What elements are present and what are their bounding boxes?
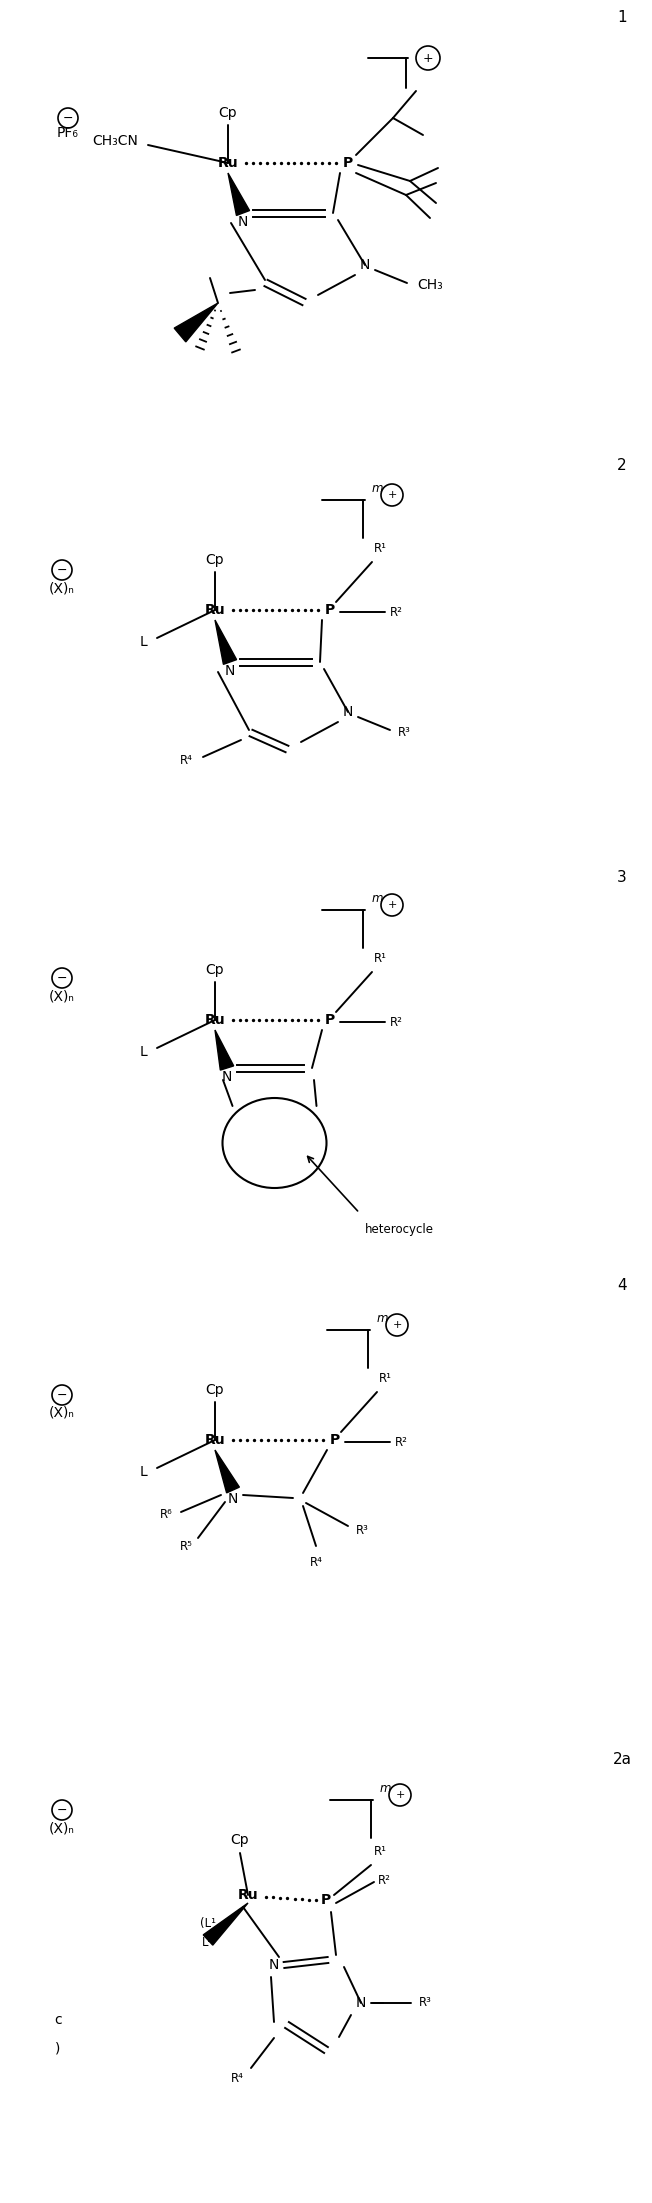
Text: N: N [222,1071,232,1084]
Text: R¹: R¹ [379,1372,392,1386]
Text: R³: R³ [398,725,411,738]
Text: R⁵: R⁵ [180,1540,193,1553]
Text: R⁴: R⁴ [310,1555,323,1569]
Text: −: − [57,1388,67,1401]
Text: +: + [387,901,396,910]
Text: Ru: Ru [205,1432,226,1447]
Text: heterocycle: heterocycle [364,1223,434,1236]
Text: R²: R² [390,606,403,619]
Text: L: L [140,1044,147,1060]
Text: −: − [57,972,67,985]
Text: R¹: R¹ [374,952,387,965]
Text: Ru: Ru [205,1013,226,1027]
Polygon shape [215,1450,239,1494]
Text: N: N [360,258,370,271]
Text: L²: L² [201,1936,213,1950]
Text: R³: R³ [356,1524,369,1535]
Text: P: P [343,156,353,170]
Text: R⁶: R⁶ [160,1509,173,1522]
Text: −: − [57,1804,67,1817]
Text: m: m [372,482,383,496]
Text: (X)ₙ: (X)ₙ [49,582,75,595]
Text: N: N [356,1996,366,2009]
Polygon shape [215,1031,233,1071]
Text: L: L [140,1465,147,1478]
Text: PF₆: PF₆ [57,126,79,141]
Text: 4: 4 [617,1278,627,1293]
Text: N: N [238,216,248,229]
Text: +: + [422,51,434,64]
Text: 2: 2 [617,458,627,471]
Text: Cp: Cp [205,1383,224,1397]
Text: (X)ₙ: (X)ₙ [49,989,75,1002]
Text: R²: R² [390,1016,403,1029]
Text: (X)ₙ: (X)ₙ [49,1822,75,1835]
Text: +: + [395,1791,405,1800]
Text: P: P [321,1892,331,1908]
Text: Cp: Cp [231,1833,249,1846]
Polygon shape [228,174,250,216]
Text: R²: R² [395,1436,408,1450]
Text: Ru: Ru [205,604,226,617]
Text: R⁴: R⁴ [180,753,193,767]
Text: (X)ₙ: (X)ₙ [49,1406,75,1421]
Text: m: m [380,1782,391,1795]
Text: Ru: Ru [218,156,239,170]
Text: P: P [330,1432,340,1447]
Text: m: m [377,1313,389,1324]
Text: R²: R² [378,1873,391,1886]
Text: CH₃: CH₃ [417,278,443,293]
Text: Cp: Cp [205,553,224,566]
Text: m: m [372,892,383,905]
Text: +: + [393,1320,402,1331]
Text: ): ) [55,2040,61,2055]
Text: Cp: Cp [205,963,224,976]
Text: Ru: Ru [238,1888,258,1901]
Text: N: N [343,705,353,718]
Text: N: N [269,1958,279,1972]
Text: 3: 3 [617,870,627,886]
Text: R¹: R¹ [374,542,387,555]
Polygon shape [203,1903,248,1945]
Text: 2a: 2a [612,1754,632,1767]
Text: R³: R³ [419,1996,432,2009]
Text: P: P [325,604,335,617]
Text: c: c [54,2014,62,2027]
Text: −: − [63,112,73,126]
Text: L: L [140,634,147,650]
Text: (L¹: (L¹ [200,1917,216,1930]
Text: N: N [228,1491,238,1507]
Polygon shape [174,304,218,341]
Text: R¹: R¹ [374,1844,387,1857]
Text: +: + [387,489,396,500]
Text: 1: 1 [617,11,627,26]
Text: P: P [325,1013,335,1027]
Text: −: − [57,564,67,577]
Text: R⁴: R⁴ [231,2071,244,2084]
Text: CH₃CN: CH₃CN [92,134,138,148]
Text: Cp: Cp [218,106,237,119]
Text: N: N [225,663,235,679]
Polygon shape [215,619,237,665]
